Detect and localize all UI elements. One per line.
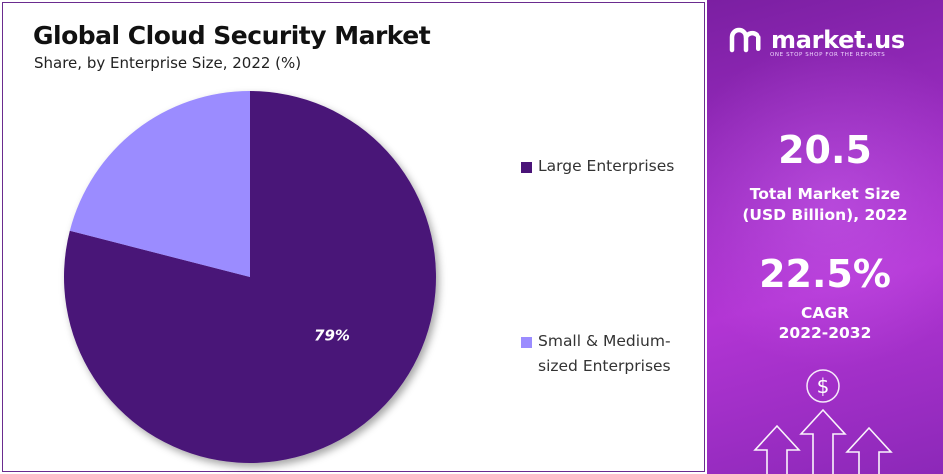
market-size-label-line2: (USD Billion), 2022 (742, 206, 908, 224)
marketus-logo-icon (729, 27, 761, 53)
arrow-up-icon-left (753, 424, 801, 474)
arrow-up-icon-right (845, 426, 893, 474)
chart-subtitle: Share, by Enterprise Size, 2022 (%) (34, 54, 302, 72)
pie-chart: 79% (63, 91, 436, 463)
legend-label-sme: Small & Medium- sized Enterprises (538, 329, 703, 379)
chart-panel: Global Cloud Security Market Share, by E… (2, 2, 705, 472)
brand-tagline: ONE STOP SHOP FOR THE REPORTS (770, 52, 886, 58)
cagr-value: 22.5% (759, 252, 891, 296)
legend-label-sme-line1: Small & Medium- (538, 332, 671, 350)
legend-item-large-enterprises: Large Enterprises (521, 154, 703, 179)
brand-logo: market.us (729, 26, 905, 54)
chart-title: Global Cloud Security Market (33, 21, 431, 50)
brand-name: market.us (771, 26, 905, 54)
cagr-label: CAGR (800, 304, 850, 322)
dollar-symbol: $ (817, 374, 830, 398)
dollar-circle-icon (806, 369, 840, 403)
legend-item-sme: Small & Medium- sized Enterprises (521, 329, 703, 379)
legend: Large Enterprises Small & Medium- sized … (521, 3, 701, 473)
market-size-label-line1: Total Market Size (749, 185, 901, 203)
legend-label-large: Large Enterprises (538, 157, 675, 175)
legend-swatch-sme (521, 337, 532, 348)
market-size-value: 20.5 (778, 128, 872, 172)
pie-data-label-large-enterprises: 79% (314, 326, 350, 344)
pie-slice-large-enterprises (63, 91, 436, 463)
growth-arrows-icon: $ (753, 369, 893, 474)
legend-swatch-large (521, 162, 532, 173)
pie-slice-sme (69, 91, 250, 277)
arrow-up-icon-middle (799, 408, 847, 474)
legend-label-sme-line2: sized Enterprises (538, 357, 671, 375)
background-glow (707, 40, 943, 370)
side-panel: market.us ONE STOP SHOP FOR THE REPORTS … (707, 0, 943, 474)
cagr-period: 2022-2032 (778, 324, 872, 342)
